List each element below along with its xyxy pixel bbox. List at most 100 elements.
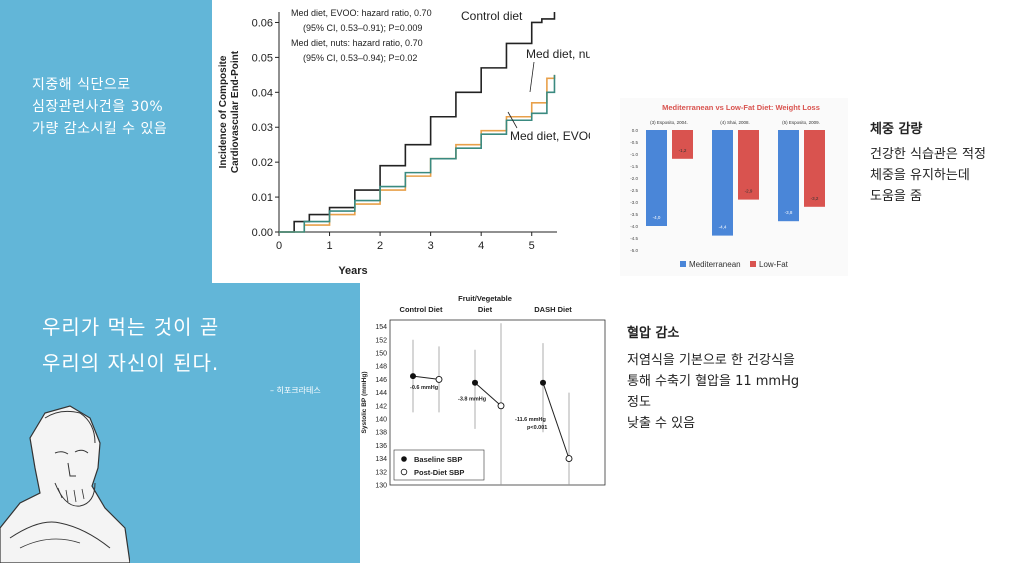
y-tick-label: 146 <box>375 377 387 384</box>
y-tick-label: 0.05 <box>252 52 273 64</box>
x-axis-label: Years <box>338 265 367 277</box>
weight-body-line: 체중을 유지하는데 <box>870 168 970 183</box>
y-tick-label: 136 <box>375 443 387 450</box>
bar <box>738 130 759 200</box>
change-annotation: -3.8 mmHg <box>458 397 486 403</box>
y-tick-label: 0.01 <box>252 192 273 204</box>
y-tick-label: -2.5 <box>630 188 638 193</box>
category-label: (5) Esposito, 2009. <box>782 120 820 125</box>
leader-line <box>529 61 535 93</box>
series-line <box>279 74 556 233</box>
hazard-annotation: (95% CI, 0.53–0.94); P=0.02 <box>303 53 417 63</box>
change-line <box>542 382 570 459</box>
bp-section-title: 혈압 감소 <box>627 326 680 341</box>
y-tick-label: 0.00 <box>252 227 273 239</box>
bp-body-line: 저염식을 기본으로 한 건강식을 <box>627 353 795 368</box>
x-tick-label: 1 <box>326 240 332 252</box>
y-tick-label: 134 <box>375 456 387 463</box>
y-tick-label: -4.0 <box>630 224 638 229</box>
y-tick-label: -1.0 <box>630 152 638 157</box>
bar-value-label: -4,4 <box>719 225 727 230</box>
legend-swatch <box>680 261 686 267</box>
bar <box>804 130 825 207</box>
change-line <box>412 375 440 380</box>
legend-swatch <box>750 261 756 267</box>
stat-line: 가량 감소시킬 수 있음 <box>32 121 168 137</box>
y-tick-label: 154 <box>375 324 387 331</box>
y-axis-label: Incidence of CompositeCardiovascular End… <box>218 50 241 173</box>
weight-section-body: 건강한 식습관은 적정 체중을 유지하는데 도움을 줌 <box>870 144 986 207</box>
x-tick-label: 3 <box>428 240 434 252</box>
series-label-control: Control diet <box>461 9 523 23</box>
series-label-nuts: Med diet, nuts <box>526 47 590 61</box>
legend-label: Mediterranean <box>689 260 741 269</box>
bar-value-label: -3,2 <box>811 196 819 201</box>
hazard-annotation: (95% CI, 0.53–0.91); P=0.009 <box>303 23 422 33</box>
category-label: Fruit/Vegetable <box>458 294 512 303</box>
category-label: (3) Esposito, 2004. <box>650 120 688 125</box>
quote-attribution: – 히포크라테스 <box>270 386 321 395</box>
category-label: (4) Shai, 2008. <box>720 120 750 125</box>
y-tick-label: 0.0 <box>632 128 639 133</box>
change-annotation: -11.6 mmHg <box>515 417 546 423</box>
bar <box>672 130 693 159</box>
series-line <box>279 74 556 233</box>
change-line <box>474 382 502 407</box>
y-tick-label: -2.0 <box>630 176 638 181</box>
stat-line: 심장관련사건을 30% <box>32 99 164 115</box>
y-tick-label: 138 <box>375 430 387 437</box>
post-diet-point <box>565 455 573 463</box>
stat-text: 지중해 식단으로 심장관련사건을 30% 가량 감소시킬 수 있음 <box>32 74 167 140</box>
bp-section-body: 저염식을 기본으로 한 건강식을 통해 수축기 혈압을 11 mmHg 정도 낮… <box>627 350 799 434</box>
legend-marker-baseline <box>401 456 407 462</box>
weight-loss-chart: Mediterranean vs Low-Fat Diet: Weight Lo… <box>620 98 848 276</box>
category-label: DASH Diet <box>534 305 572 314</box>
baseline-point <box>472 379 478 386</box>
hazard-annotation: Med diet, EVOO: hazard ratio, 0.70 <box>291 8 432 18</box>
bar <box>646 130 667 226</box>
bp-body-line: 정도 <box>627 395 651 410</box>
bar-value-label: -3,8 <box>785 210 793 215</box>
chart-title: Mediterranean vs Low-Fat Diet: Weight Lo… <box>662 103 820 112</box>
bar-value-label: -2,9 <box>745 189 753 194</box>
quote-line: 우리의 자신이 된다. <box>42 351 220 375</box>
hippocrates-portrait-image <box>0 405 130 563</box>
y-tick-label: 0.06 <box>252 17 273 29</box>
blood-pressure-chart: 130 132 134 136 138 140 142 144 146 148 150 152 154 S… <box>361 294 606 490</box>
series-label-evoo: Med diet, EVOO <box>510 129 590 143</box>
y-tick-label: -3.0 <box>630 200 638 205</box>
baseline-point <box>410 373 416 380</box>
y-tick-label: 148 <box>375 364 387 371</box>
series-line <box>279 12 556 233</box>
baseline-point <box>540 379 546 386</box>
y-tick-label: 0.03 <box>252 122 273 134</box>
y-tick-label: -1.5 <box>630 164 638 169</box>
x-tick-label: 4 <box>478 240 484 252</box>
y-tick-label: 150 <box>375 351 387 358</box>
y-tick-label: 0.02 <box>252 157 273 169</box>
x-tick-label: 0 <box>276 240 282 252</box>
weight-body-line: 건강한 식습관은 적정 <box>870 147 986 162</box>
left-panel-top <box>0 0 212 283</box>
legend-marker-post <box>400 468 408 476</box>
legend-label: Post-Diet SBP <box>414 468 464 477</box>
y-tick-label: 140 <box>375 417 387 424</box>
post-diet-point <box>435 375 443 383</box>
x-tick-label: 2 <box>377 240 383 252</box>
legend-box <box>393 449 485 481</box>
hazard-annotation: Med diet, nuts: hazard ratio, 0.70 <box>291 38 423 48</box>
y-axis-label: Systolic BP (mmHg) <box>361 371 368 433</box>
y-tick-label: 0.04 <box>252 87 273 99</box>
y-tick-label: 130 <box>375 483 387 490</box>
y-tick-label: -0.5 <box>630 140 638 145</box>
weight-section-title: 체중 감량 <box>870 122 923 137</box>
legend-label: Baseline SBP <box>414 455 462 464</box>
x-tick-label: 5 <box>529 240 535 252</box>
quote-line: 우리가 먹는 것이 곧 <box>42 315 220 339</box>
y-tick-label: 142 <box>375 403 387 410</box>
y-tick-label: 152 <box>375 337 387 344</box>
category-label: Control Diet <box>400 305 443 314</box>
hippocrates-quote: 우리가 먹는 것이 곧 우리의 자신이 된다. <box>42 309 219 381</box>
cv-incidence-chart: 0.00 0.01 0.02 0.03 0.04 0.05 0.06 0 1 2 3 4 5 Years I… <box>212 0 590 283</box>
bp-body-line: 낮출 수 있음 <box>627 416 696 431</box>
